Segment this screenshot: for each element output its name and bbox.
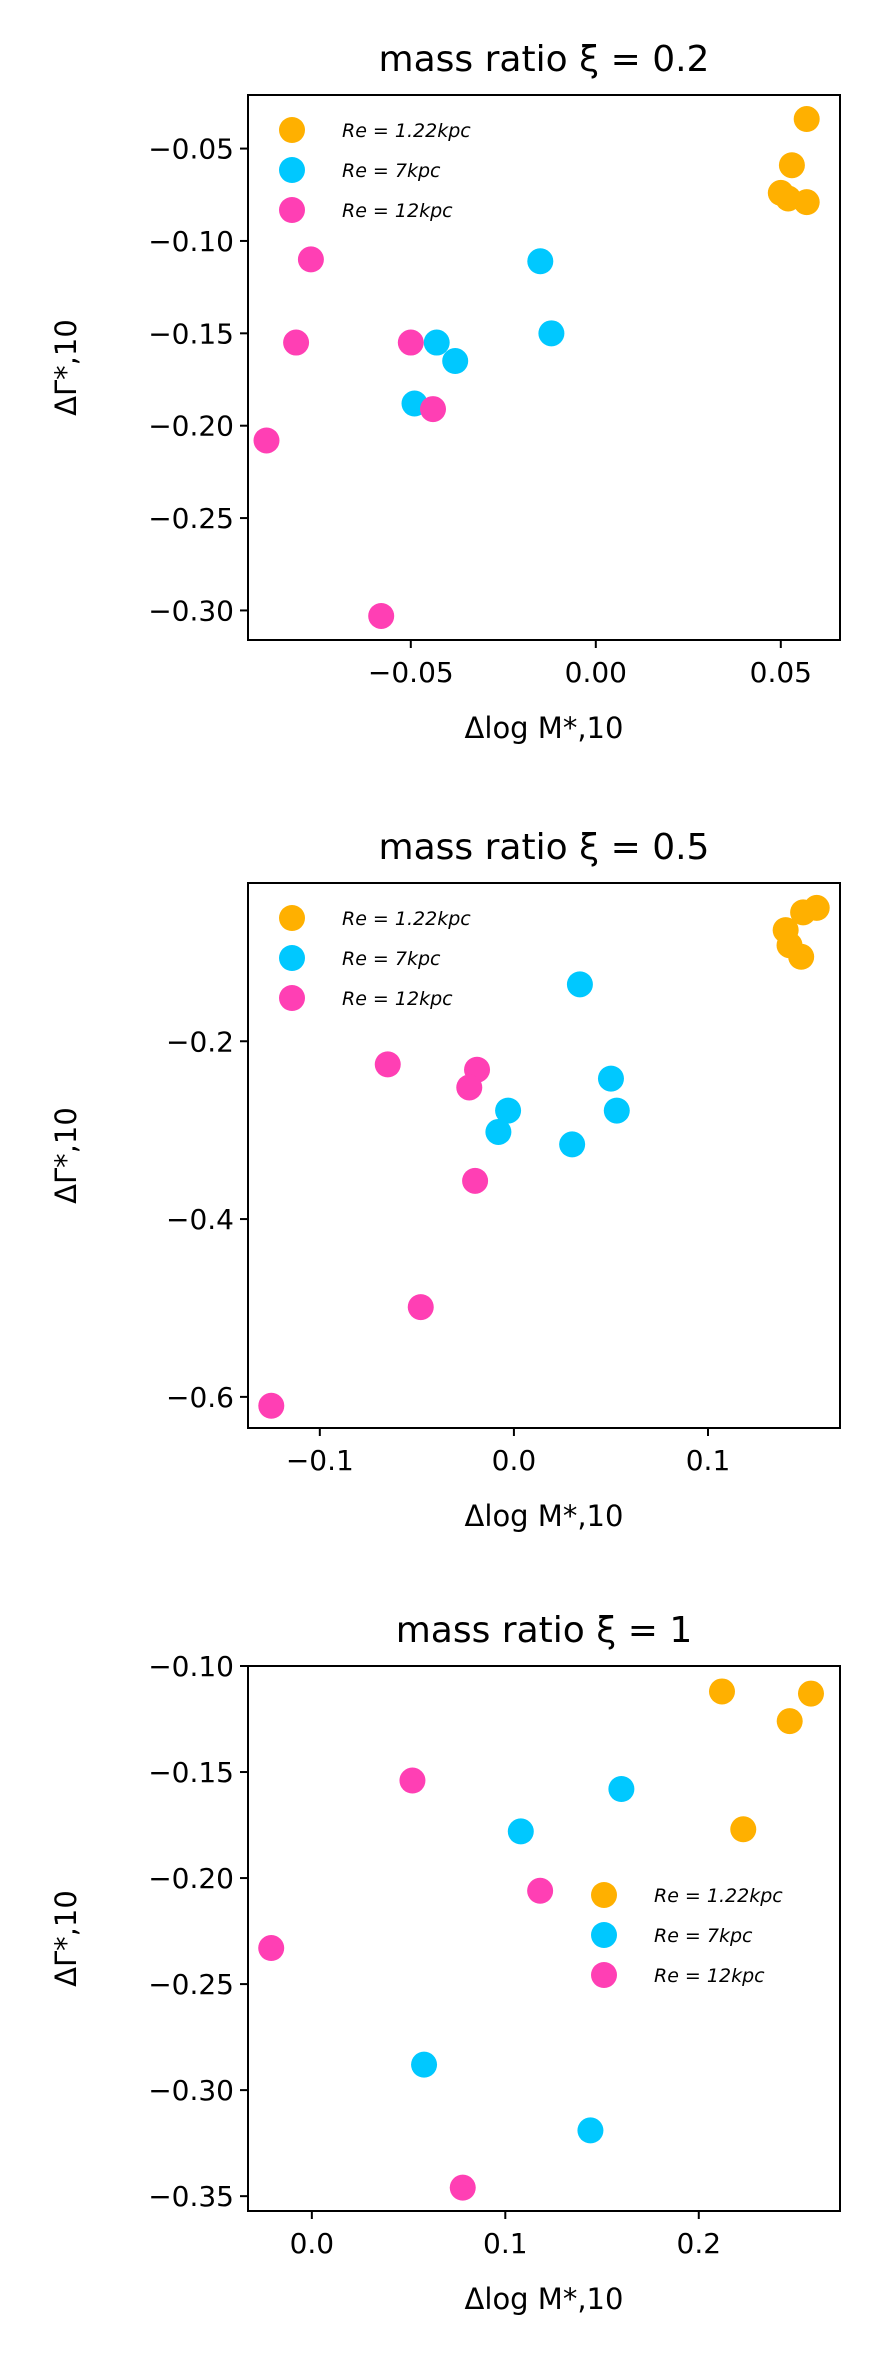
data-point-series-3 <box>462 1167 489 1194</box>
data-point-series-3 <box>368 602 395 629</box>
data-point-series-1 <box>793 106 820 133</box>
data-point-series-2 <box>507 1818 534 1845</box>
data-point-series-3 <box>399 1767 426 1794</box>
legend-label-1: Re = 1.22kpc <box>654 1885 783 1907</box>
legend-label-2: Re = 7kpc <box>342 160 441 182</box>
chart-panel-2: mass ratio ξ = 0.5 −0.1 0.0 0.1 −0.2 −0.4 −0.6… <box>49 827 841 1533</box>
data-point-series-3 <box>449 2174 476 2201</box>
y-tick-label: −0.15 <box>148 317 234 350</box>
data-point-series-2 <box>423 329 450 356</box>
x-tick-label: 0.00 <box>565 656 627 689</box>
y-tick-label: −0.25 <box>148 502 234 535</box>
x-tick-label: 0.05 <box>750 656 812 689</box>
y-tick-label: −0.2 <box>166 1025 234 1058</box>
y-tick-label: −0.30 <box>148 2074 234 2107</box>
data-point-series-3 <box>420 396 446 423</box>
data-point-series-3 <box>258 1935 285 1962</box>
x-tick-label: −0.1 <box>286 1444 354 1477</box>
x-tick-label: −0.05 <box>368 656 454 689</box>
data-point-series-2 <box>538 320 565 347</box>
data-point-series-2 <box>566 971 593 998</box>
data-point-series-3 <box>258 1392 285 1419</box>
y-tick-label: −0.10 <box>148 1650 234 1683</box>
data-point-series-2 <box>559 1131 586 1158</box>
legend-marker-3 <box>591 1962 617 1988</box>
data-point-series-2 <box>485 1118 512 1145</box>
data-point-series-1 <box>797 1680 824 1707</box>
data-point-series-2 <box>411 2051 438 2078</box>
data-point-series-3 <box>253 427 280 454</box>
legend-label-1: Re = 1.22kpc <box>342 908 471 930</box>
legend-marker-2 <box>279 157 305 183</box>
data-point-series-3 <box>283 329 310 356</box>
chart-title: mass ratio ξ = 0.2 <box>379 39 710 80</box>
legend-label-2: Re = 7kpc <box>654 1925 753 1947</box>
data-point-series-2 <box>527 248 554 275</box>
chart-panel-1: mass ratio ξ = 0.2 −0.05 0.00 0.05 −0.05 −0.1… <box>49 39 841 745</box>
data-point-series-2 <box>577 2117 604 2144</box>
x-axis-label: Δlog M*,10 <box>465 2282 624 2316</box>
data-point-series-1 <box>730 1816 757 1843</box>
x-tick-label: 0.0 <box>290 2227 335 2260</box>
legend-marker-1 <box>279 905 305 931</box>
data-point-series-3 <box>397 329 424 356</box>
legend-marker-3 <box>279 985 305 1011</box>
y-tick-label: −0.35 <box>148 2180 234 2213</box>
legend-marker-3 <box>279 197 305 223</box>
data-point-series-2 <box>597 1065 624 1092</box>
legend-marker-2 <box>279 945 305 971</box>
data-point-series-3 <box>527 1877 554 1904</box>
y-axis-label: ΔΓ*,10 <box>49 1107 83 1204</box>
chart-panel-3: mass ratio ξ = 1 0.0 0.1 0.2 −0.10 −0.15 −0.20… <box>49 1610 841 2316</box>
y-axis-label: ΔΓ*,10 <box>49 319 83 416</box>
x-tick-label: 0.1 <box>686 1444 731 1477</box>
data-point-series-1 <box>708 1678 735 1705</box>
x-tick-label: 0.2 <box>677 2227 722 2260</box>
data-point-series-3 <box>456 1074 483 1101</box>
chart-title: mass ratio ξ = 0.5 <box>379 827 710 868</box>
data-point-series-3 <box>297 246 324 273</box>
data-point-series-2 <box>608 1775 635 1802</box>
data-point-series-3 <box>407 1294 434 1321</box>
data-point-series-2 <box>442 348 469 375</box>
data-point-series-1 <box>790 899 817 926</box>
data-point-series-2 <box>603 1097 630 1124</box>
legend-label-3: Re = 12kpc <box>342 988 453 1010</box>
chart-title: mass ratio ξ = 1 <box>396 1610 693 1651</box>
y-tick-label: −0.15 <box>148 1756 234 1789</box>
data-point-series-3 <box>374 1051 401 1078</box>
y-tick-label: −0.25 <box>148 1968 234 2001</box>
x-axis-label: Δlog M*,10 <box>465 1499 624 1533</box>
legend-marker-1 <box>279 117 305 143</box>
y-tick-label: −0.30 <box>148 594 234 627</box>
y-tick-label: −0.6 <box>166 1381 234 1414</box>
y-axis-label: ΔΓ*,10 <box>49 1890 83 1987</box>
legend-label-3: Re = 12kpc <box>654 1965 765 1987</box>
data-point-series-1 <box>793 189 820 216</box>
data-point-series-1 <box>788 943 815 970</box>
data-point-series-1 <box>776 1708 803 1735</box>
legend-label-3: Re = 12kpc <box>342 200 453 222</box>
x-tick-label: 0.0 <box>492 1444 537 1477</box>
legend-marker-2 <box>591 1922 617 1948</box>
y-tick-label: −0.10 <box>148 225 234 258</box>
legend-marker-1 <box>591 1882 617 1908</box>
plot-frame <box>247 94 841 641</box>
x-tick-label: 0.1 <box>483 2227 528 2260</box>
y-tick-label: −0.05 <box>148 133 234 166</box>
data-point-series-1 <box>778 152 805 179</box>
plot-frame <box>247 1665 841 2212</box>
legend-label-2: Re = 7kpc <box>342 948 441 970</box>
y-tick-label: −0.20 <box>148 410 234 443</box>
x-axis-label: Δlog M*,10 <box>465 711 624 745</box>
y-tick-label: −0.20 <box>148 1862 234 1895</box>
data-point-series-2 <box>495 1097 522 1124</box>
legend-label-1: Re = 1.22kpc <box>342 120 471 142</box>
plot-frame <box>247 882 841 1429</box>
y-tick-label: −0.4 <box>166 1203 234 1236</box>
